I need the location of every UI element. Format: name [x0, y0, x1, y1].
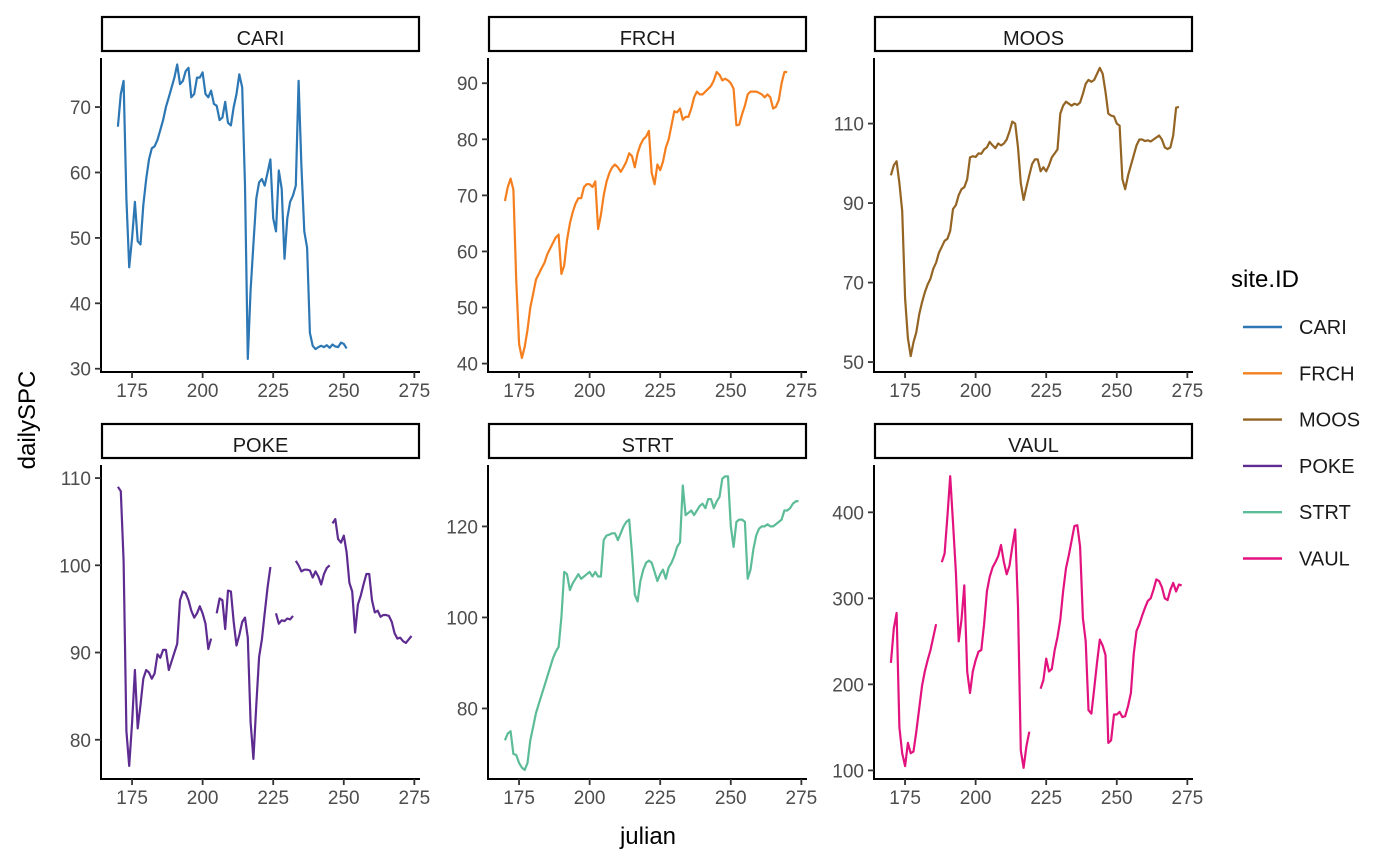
- x-tick-label: 175: [889, 381, 921, 402]
- series-line-vaul-segment-2: [940, 475, 1031, 769]
- x-tick-label: 275: [786, 788, 818, 809]
- x-tick-label: 200: [187, 788, 219, 809]
- x-tick-label: 175: [889, 788, 921, 809]
- legend-title: site.ID: [1231, 266, 1299, 293]
- x-tick-label: 275: [399, 381, 431, 402]
- strip-label-cari: CARI: [237, 28, 285, 50]
- strip-box-vaul: [873, 422, 1194, 460]
- y-tick-label: 90: [843, 194, 864, 215]
- x-axis-title: julian: [619, 823, 676, 850]
- x-tick-label: 250: [328, 788, 360, 809]
- series-line-vaul-segment-1: [889, 611, 938, 768]
- y-tick-label: 70: [843, 274, 864, 295]
- strip-box-cari: [100, 15, 421, 53]
- x-tick-label: 200: [187, 381, 219, 402]
- x-tick-label: 275: [1172, 381, 1204, 402]
- legend-label-poke: POKE: [1299, 456, 1355, 478]
- y-tick-label: 100: [59, 556, 91, 577]
- y-tick-label: 30: [70, 360, 91, 381]
- x-tick-label: 200: [574, 381, 606, 402]
- x-tick-label: 225: [644, 788, 676, 809]
- y-tick-label: 40: [457, 355, 478, 376]
- y-tick-label: 100: [832, 761, 864, 782]
- series-line-poke-segment-1: [116, 486, 213, 768]
- series-line-vaul-segment-3: [1039, 524, 1183, 745]
- strip-label-strt: STRT: [622, 435, 674, 457]
- x-tick-label: 250: [1101, 788, 1133, 809]
- strip-box-poke: [100, 422, 421, 460]
- facet-panels: CARI 175 200 225 250 275 30 40 50 60 70 FRCH 175 200 2…: [59, 15, 1204, 809]
- strip-box-moos: [873, 15, 1194, 53]
- strip-label-frch: FRCH: [620, 28, 676, 50]
- y-tick-label: 80: [457, 699, 478, 720]
- panel-frch: FRCH 175 200 225 250 275 40 50 60 70 80 90: [457, 15, 818, 402]
- legend: site.ID CARI FRCH MOOS POKE STRT VAUL: [1231, 266, 1360, 571]
- x-tick-label: 200: [574, 788, 606, 809]
- x-tick-label: 200: [960, 381, 992, 402]
- x-tick-label: 250: [1101, 381, 1133, 402]
- x-tick-label: 275: [786, 381, 818, 402]
- y-tick-label: 50: [70, 229, 91, 250]
- series-line-cari: [116, 63, 348, 360]
- series-line-poke-segment-2: [215, 566, 272, 761]
- series-line-moos: [889, 66, 1180, 358]
- y-tick-label: 70: [457, 186, 478, 207]
- x-tick-label: 175: [116, 381, 148, 402]
- x-tick-label: 175: [503, 381, 535, 402]
- y-tick-label: 90: [457, 74, 478, 95]
- x-tick-label: 250: [715, 788, 747, 809]
- x-tick-label: 250: [715, 381, 747, 402]
- y-tick-label: 90: [70, 644, 91, 665]
- x-tick-label: 225: [257, 381, 289, 402]
- y-tick-label: 70: [70, 98, 91, 119]
- y-tick-label: 200: [832, 675, 864, 696]
- panel-moos: MOOS 175 200 225 250 275 50 70 90 110: [834, 15, 1204, 402]
- legend-label-frch: FRCH: [1299, 363, 1355, 385]
- y-tick-label: 80: [70, 731, 91, 752]
- legend-label-strt: STRT: [1299, 502, 1351, 524]
- x-tick-label: 275: [1172, 788, 1204, 809]
- x-tick-label: 225: [257, 788, 289, 809]
- strip-box-frch: [487, 15, 808, 53]
- series-line-frch: [503, 70, 788, 360]
- y-tick-label: 110: [834, 115, 864, 136]
- panel-vaul: VAUL 175 200 225 250 275 100 200 300 400: [832, 422, 1204, 809]
- y-tick-label: 50: [457, 299, 478, 320]
- y-tick-label: 50: [843, 353, 864, 374]
- legend-label-moos: MOOS: [1299, 410, 1360, 432]
- x-tick-label: 275: [399, 788, 431, 809]
- x-tick-label: 250: [328, 381, 360, 402]
- y-tick-label: 60: [70, 163, 91, 184]
- series-line-poke-segment-4: [294, 560, 331, 586]
- series-line-poke-segment-3: [274, 613, 294, 625]
- panel-poke: POKE 175 200 225 250 275 80 90 100 110: [59, 422, 431, 809]
- x-tick-label: 225: [1030, 788, 1062, 809]
- x-tick-label: 225: [1030, 381, 1062, 402]
- strip-label-vaul: VAUL: [1008, 435, 1059, 457]
- y-tick-label: 400: [832, 503, 864, 524]
- y-tick-label: 40: [70, 294, 91, 315]
- y-tick-label: 80: [457, 130, 478, 151]
- strip-label-moos: MOOS: [1003, 28, 1064, 50]
- x-tick-label: 175: [503, 788, 535, 809]
- y-tick-label: 120: [446, 517, 478, 538]
- y-tick-label: 110: [61, 469, 91, 490]
- strip-label-poke: POKE: [233, 435, 289, 457]
- legend-label-vaul: VAUL: [1299, 549, 1350, 571]
- y-tick-label: 300: [832, 589, 864, 610]
- series-line-strt: [503, 475, 799, 772]
- x-tick-label: 175: [116, 788, 148, 809]
- x-tick-label: 225: [644, 381, 676, 402]
- y-tick-label: 60: [457, 242, 478, 263]
- legend-label-cari: CARI: [1299, 317, 1347, 339]
- y-tick-label: 100: [446, 608, 478, 629]
- y-axis-title: dailySPC: [14, 371, 41, 470]
- series-line-poke-segment-5: [331, 517, 413, 645]
- x-tick-label: 200: [960, 788, 992, 809]
- panel-strt: STRT 175 200 225 250 275 80 100 120: [446, 422, 818, 809]
- strip-box-strt: [487, 422, 808, 460]
- panel-cari: CARI 175 200 225 250 275 30 40 50 60 70: [70, 15, 431, 402]
